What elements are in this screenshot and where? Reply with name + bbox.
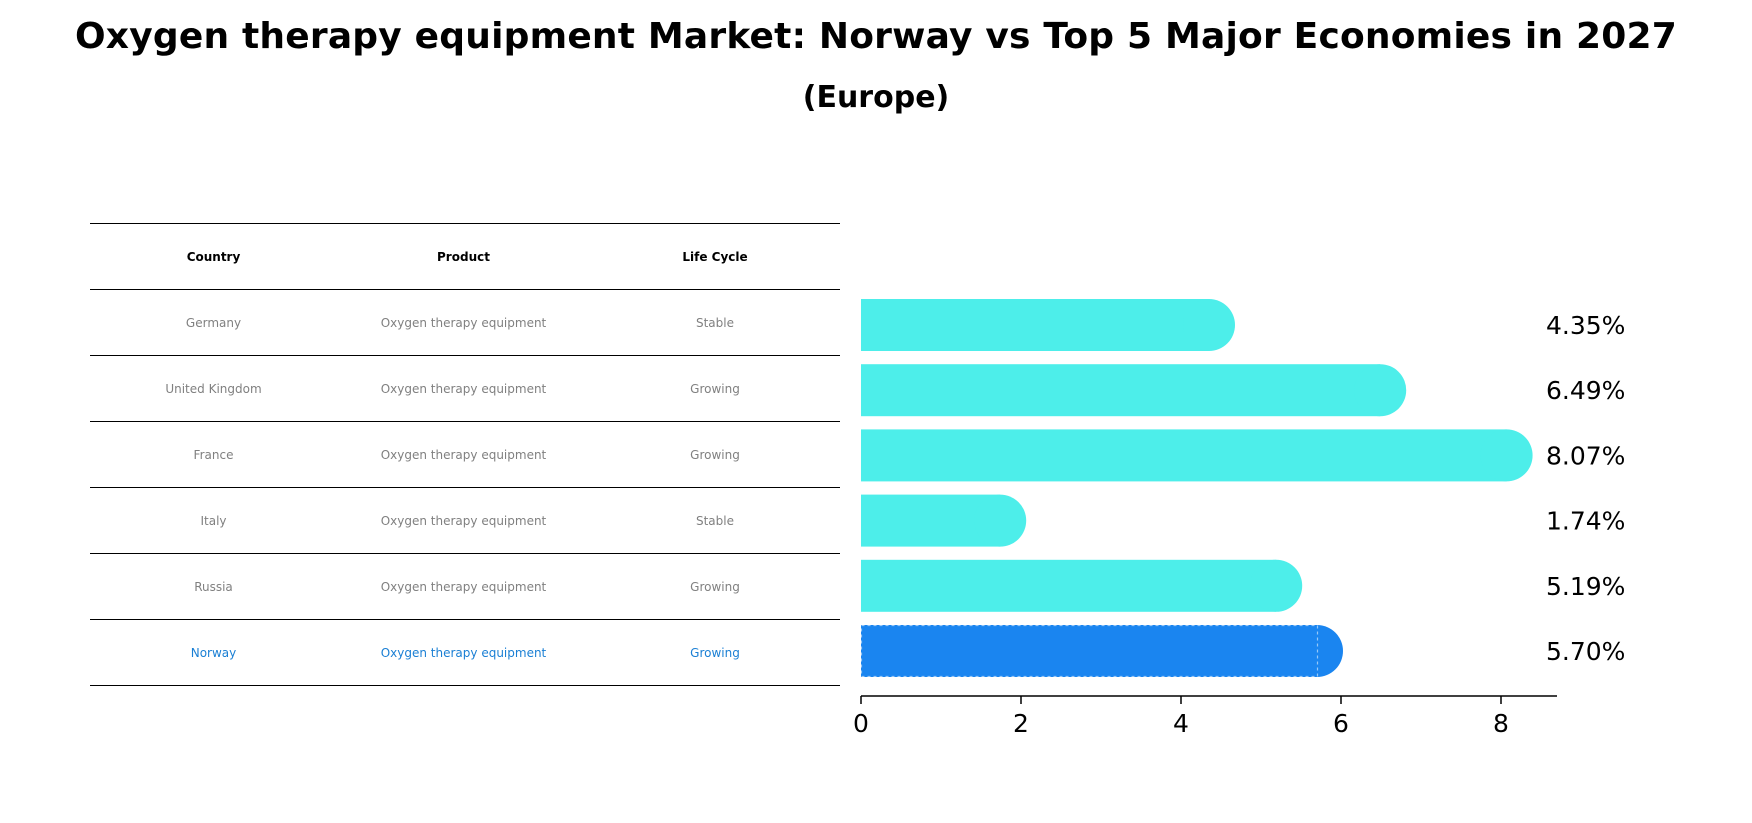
header-product: Product bbox=[437, 249, 490, 264]
cell-life-cycle: Growing bbox=[690, 579, 740, 594]
chart-title: Oxygen therapy equipment Market: Norway … bbox=[74, 16, 1678, 57]
cell-life-cycle: Stable bbox=[695, 315, 734, 330]
cell-life-cycle: Growing bbox=[690, 645, 740, 660]
cell-country: United Kingdom bbox=[165, 381, 262, 396]
value-label: 6.49% bbox=[1546, 376, 1625, 405]
cell-life-cycle: Stable bbox=[695, 513, 734, 528]
cell-country: Russia bbox=[194, 579, 233, 594]
header-country: Country bbox=[186, 249, 241, 264]
cell-life-cycle: Growing bbox=[690, 381, 740, 396]
table-row: Russia Oxygen therapy equipment Growing bbox=[90, 553, 840, 619]
bar-cap bbox=[1354, 364, 1407, 417]
cell-country: France bbox=[193, 447, 234, 462]
bar bbox=[861, 364, 1381, 417]
cell-country: Italy bbox=[200, 513, 227, 528]
value-label: 8.07% bbox=[1546, 441, 1625, 470]
value-label: 1.74% bbox=[1546, 507, 1625, 536]
bar bbox=[861, 299, 1209, 351]
table-row-highlighted: Norway Oxygen therapy equipment Growing bbox=[90, 619, 840, 686]
bar-cap bbox=[1183, 299, 1235, 351]
bar bbox=[861, 559, 1277, 612]
cell-product: Oxygen therapy equipment bbox=[380, 381, 547, 396]
cell-life-cycle: Growing bbox=[690, 447, 740, 462]
x-tick-label: 8 bbox=[1493, 709, 1509, 738]
bar bbox=[861, 625, 1317, 677]
bar-outline bbox=[860, 624, 1319, 678]
bar-cap bbox=[1480, 429, 1533, 482]
data-table: Country Product Life Cycle Germany Oxyge… bbox=[90, 223, 840, 686]
value-label: 4.35% bbox=[1546, 311, 1625, 340]
x-tick-label: 6 bbox=[1333, 709, 1349, 738]
table-header-row: Country Product Life Cycle bbox=[90, 223, 840, 289]
cell-product: Oxygen therapy equipment bbox=[380, 315, 547, 330]
bar bbox=[861, 429, 1507, 482]
x-tick-label: 4 bbox=[1173, 709, 1189, 738]
cell-product: Oxygen therapy equipment bbox=[380, 447, 547, 462]
header-life-cycle: Life Cycle bbox=[682, 249, 748, 264]
value-label: 5.70% bbox=[1546, 637, 1625, 666]
cell-product: Oxygen therapy equipment bbox=[380, 579, 547, 594]
cell-product: Oxygen therapy equipment bbox=[380, 645, 547, 660]
x-tick-label: 2 bbox=[1013, 709, 1029, 738]
value-label: 5.19% bbox=[1546, 572, 1625, 601]
cell-country: Germany bbox=[185, 315, 242, 330]
table-row: Germany Oxygen therapy equipment Stable bbox=[90, 289, 840, 355]
x-tick-label: 0 bbox=[853, 709, 869, 738]
chart-subtitle: (Europe) bbox=[802, 80, 950, 115]
bar-cap bbox=[974, 494, 1027, 547]
table-row: United Kingdom Oxygen therapy equipment … bbox=[90, 355, 840, 421]
table-row: Italy Oxygen therapy equipment Stable bbox=[90, 487, 840, 553]
cell-product: Oxygen therapy equipment bbox=[380, 513, 547, 528]
bar-cap bbox=[1250, 559, 1303, 612]
table-row: France Oxygen therapy equipment Growing bbox=[90, 421, 840, 487]
cell-country: Norway bbox=[190, 645, 237, 660]
